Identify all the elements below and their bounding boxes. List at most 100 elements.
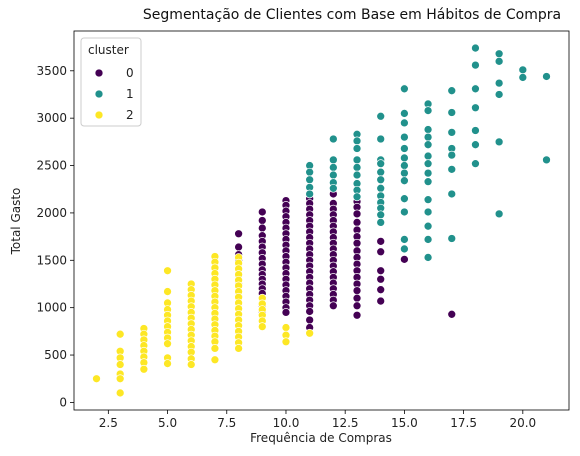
scatter-point-cluster-1 bbox=[376, 218, 386, 227]
scatter-point-cluster-0 bbox=[352, 310, 362, 320]
scatter-point-cluster-1 bbox=[400, 176, 409, 186]
scatter-point-cluster-1 bbox=[400, 132, 409, 142]
scatter-point-cluster-1 bbox=[328, 155, 338, 165]
x-tick-label: 17.5 bbox=[450, 416, 477, 430]
legend-label-cluster-0: 0 bbox=[126, 66, 134, 80]
scatter-point-cluster-1 bbox=[423, 140, 433, 150]
scatter-point-cluster-2 bbox=[163, 359, 172, 368]
x-tick-label: 7.5 bbox=[217, 416, 236, 430]
scatter-point-cluster-1 bbox=[328, 183, 338, 193]
x-axis-label: Frequência de Compras bbox=[250, 431, 392, 445]
scatter-point-cluster-1 bbox=[471, 126, 480, 135]
scatter-point-cluster-1 bbox=[423, 195, 433, 204]
plot-frame bbox=[73, 30, 570, 411]
legend-title: cluster bbox=[88, 43, 129, 57]
scatter-point-cluster-0 bbox=[376, 296, 386, 306]
scatter-point-cluster-1 bbox=[423, 221, 433, 231]
scatter-point-cluster-1 bbox=[352, 163, 362, 172]
scatter-point-cluster-2 bbox=[163, 266, 172, 276]
scatter-point-cluster-1 bbox=[542, 155, 551, 165]
legend-marker-cluster-0 bbox=[94, 68, 104, 78]
scatter-point-cluster-0 bbox=[257, 207, 267, 217]
scatter-point-cluster-1 bbox=[328, 134, 338, 144]
scatter-point-cluster-1 bbox=[471, 103, 480, 113]
scatter-point-cluster-1 bbox=[471, 159, 480, 168]
legend-label-cluster-2: 2 bbox=[126, 108, 134, 122]
scatter-point-cluster-1 bbox=[494, 90, 504, 99]
scatter-point-cluster-1 bbox=[423, 159, 433, 168]
x-tick-label: 10.0 bbox=[273, 416, 300, 430]
scatter-point-cluster-0 bbox=[234, 242, 243, 252]
scatter-point-cluster-1 bbox=[400, 144, 409, 153]
scatter-point-cluster-1 bbox=[400, 109, 409, 118]
scatter-point-cluster-1 bbox=[423, 253, 433, 262]
scatter-point-cluster-0 bbox=[376, 266, 386, 276]
scatter-point-cluster-0 bbox=[352, 238, 362, 248]
scatter-point-cluster-1 bbox=[423, 132, 433, 142]
scatter-point-cluster-2 bbox=[115, 374, 125, 384]
scatter-point-cluster-1 bbox=[376, 159, 386, 168]
scatter-point-cluster-1 bbox=[471, 43, 480, 53]
scatter-point-cluster-1 bbox=[328, 170, 338, 180]
scatter-point-cluster-0 bbox=[281, 308, 291, 317]
y-tick-label: 2000 bbox=[36, 206, 67, 220]
scatter-point-cluster-0 bbox=[376, 236, 386, 246]
scatter-point-cluster-1 bbox=[400, 194, 409, 204]
legend-marker-cluster-1 bbox=[94, 89, 104, 99]
scatter-point-cluster-1 bbox=[423, 168, 433, 178]
scatter-point-cluster-0 bbox=[352, 218, 362, 227]
scatter-point-cluster-1 bbox=[376, 167, 386, 177]
legend-marker-cluster-2 bbox=[94, 110, 104, 120]
ticks-layer: 2.5 5.0 7.5 10.0 12.5 15.0 17.5 20.0 0 500 1000 150… bbox=[36, 64, 536, 430]
scatter-point-cluster-1 bbox=[447, 150, 457, 160]
scatter-point-cluster-0 bbox=[305, 315, 315, 325]
legend-label-cluster-1: 1 bbox=[126, 87, 134, 101]
scatter-point-cluster-1 bbox=[305, 175, 315, 185]
scatter-point-cluster-1 bbox=[352, 155, 362, 165]
x-tick-label: 20.0 bbox=[509, 416, 536, 430]
scatter-point-cluster-0 bbox=[447, 309, 457, 319]
scatter-point-cluster-1 bbox=[423, 125, 433, 134]
x-tick-label: 5.0 bbox=[158, 416, 177, 430]
scatter-point-cluster-1 bbox=[376, 210, 386, 220]
scatter-point-cluster-1 bbox=[400, 118, 409, 128]
y-tick-label: 0 bbox=[59, 395, 67, 409]
scatter-point-cluster-1 bbox=[471, 60, 480, 70]
scatter-point-cluster-0 bbox=[352, 293, 362, 303]
scatter-point-cluster-0 bbox=[257, 223, 267, 233]
legend: cluster 0 1 2 bbox=[80, 37, 142, 127]
scatter-point-cluster-1 bbox=[494, 78, 504, 88]
y-tick-label: 1000 bbox=[36, 301, 67, 315]
scatter-point-cluster-2 bbox=[234, 344, 243, 353]
scatter-point-cluster-2 bbox=[281, 323, 291, 332]
scatter-point-cluster-1 bbox=[328, 163, 338, 172]
y-tick-label: 1500 bbox=[36, 253, 67, 267]
scatter-point-cluster-0 bbox=[234, 229, 243, 239]
y-tick-label: 2500 bbox=[36, 159, 67, 173]
y-tick-label: 500 bbox=[44, 348, 67, 362]
scatter-point-cluster-1 bbox=[400, 168, 409, 178]
scatter-point-cluster-2 bbox=[257, 322, 267, 331]
scatter-point-cluster-1 bbox=[494, 56, 504, 66]
scatter-point-cluster-1 bbox=[376, 183, 386, 193]
scatter-point-cluster-1 bbox=[447, 189, 457, 199]
y-axis-label: Total Gasto bbox=[9, 188, 23, 256]
scatter-point-cluster-1 bbox=[447, 234, 457, 243]
scatter-point-cluster-1 bbox=[518, 65, 528, 75]
scatter-point-cluster-1 bbox=[376, 111, 386, 121]
scatter-point-cluster-2 bbox=[92, 374, 101, 384]
scatter-point-cluster-2 bbox=[210, 344, 220, 353]
scatter-point-cluster-0 bbox=[305, 307, 315, 316]
scatter-point-cluster-2 bbox=[210, 355, 220, 365]
scatter-point-cluster-1 bbox=[423, 177, 433, 186]
scatter-point-cluster-2 bbox=[115, 329, 125, 339]
scatter-point-cluster-2 bbox=[115, 360, 125, 369]
scatter-point-cluster-1 bbox=[400, 161, 409, 170]
scatter-point-cluster-1 bbox=[423, 207, 433, 217]
scatter-point-cluster-1 bbox=[471, 140, 480, 150]
scatter-point-cluster-2 bbox=[305, 328, 315, 338]
scatter-point-cluster-1 bbox=[352, 144, 362, 153]
scatter-point-cluster-1 bbox=[376, 175, 386, 185]
x-tick-label: 12.5 bbox=[332, 416, 359, 430]
